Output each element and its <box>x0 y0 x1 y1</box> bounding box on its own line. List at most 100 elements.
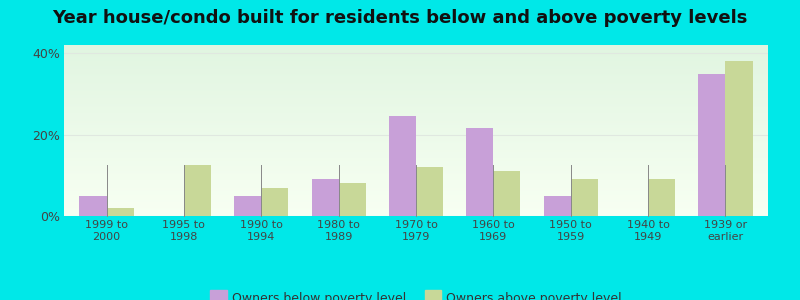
Bar <box>64 118 768 119</box>
Bar <box>389 116 416 216</box>
Bar <box>64 160 768 161</box>
Bar <box>64 108 768 109</box>
Bar <box>64 170 768 171</box>
Bar <box>64 166 768 167</box>
Bar <box>64 83 768 84</box>
Bar <box>64 206 768 207</box>
Bar <box>64 144 768 145</box>
Bar <box>64 81 768 82</box>
Bar <box>64 54 768 55</box>
Text: Year house/condo built for residents below and above poverty levels: Year house/condo built for residents bel… <box>52 9 748 27</box>
Bar <box>64 114 768 115</box>
Bar <box>64 52 768 53</box>
Bar <box>64 101 768 102</box>
Bar <box>64 164 768 165</box>
Bar <box>64 154 768 155</box>
Bar <box>64 131 768 132</box>
Bar <box>64 69 768 70</box>
Bar <box>570 179 598 216</box>
Bar <box>64 120 768 121</box>
Bar <box>64 127 768 128</box>
Bar <box>64 95 768 96</box>
Bar <box>64 210 768 211</box>
Bar <box>64 182 768 183</box>
Bar <box>64 124 768 125</box>
Bar <box>64 191 768 192</box>
Bar <box>64 110 768 111</box>
Bar <box>64 85 768 86</box>
Bar <box>64 59 768 60</box>
Bar <box>64 71 768 72</box>
Bar <box>64 55 768 56</box>
Bar <box>64 112 768 113</box>
Bar <box>64 135 768 136</box>
Bar <box>416 167 443 216</box>
Bar <box>64 187 768 188</box>
Bar <box>64 196 768 197</box>
Bar <box>64 75 768 76</box>
Bar <box>64 126 768 127</box>
Bar <box>64 97 768 98</box>
Bar <box>64 100 768 101</box>
Bar <box>64 190 768 191</box>
Bar <box>64 143 768 144</box>
Bar <box>64 109 768 110</box>
Bar <box>64 86 768 87</box>
Bar <box>64 94 768 95</box>
Legend: Owners below poverty level, Owners above poverty level: Owners below poverty level, Owners above… <box>206 287 626 300</box>
Bar <box>64 88 768 89</box>
Bar <box>64 90 768 91</box>
Bar <box>64 195 768 196</box>
Bar <box>64 129 768 130</box>
Bar <box>64 89 768 90</box>
Bar <box>64 165 768 166</box>
Bar <box>64 102 768 103</box>
Bar <box>64 167 768 168</box>
Bar <box>64 61 768 62</box>
Bar <box>64 209 768 210</box>
Bar <box>64 98 768 99</box>
Bar <box>64 46 768 47</box>
Bar <box>64 67 768 68</box>
Bar <box>64 161 768 162</box>
Bar <box>64 72 768 73</box>
Bar <box>64 132 768 133</box>
Bar <box>64 146 768 147</box>
Bar <box>64 215 768 216</box>
Bar <box>64 99 768 100</box>
Bar <box>64 180 768 181</box>
Bar <box>64 199 768 200</box>
Bar <box>64 128 768 129</box>
Bar <box>64 171 768 172</box>
Bar <box>64 148 768 149</box>
Bar <box>64 57 768 58</box>
Bar <box>64 119 768 120</box>
Bar <box>64 149 768 150</box>
Bar <box>64 51 768 52</box>
Bar <box>64 100 768 101</box>
Bar <box>64 156 768 157</box>
Bar <box>64 73 768 74</box>
Bar <box>64 173 768 174</box>
Bar <box>64 153 768 154</box>
Bar <box>64 87 768 88</box>
Bar <box>64 142 768 143</box>
Bar <box>64 160 768 161</box>
Bar <box>64 50 768 51</box>
Bar <box>64 121 768 122</box>
Bar <box>184 165 211 216</box>
Bar <box>64 157 768 158</box>
Bar <box>64 63 768 64</box>
Bar <box>64 122 768 123</box>
Bar <box>494 171 521 216</box>
Bar <box>64 130 768 131</box>
Bar <box>64 212 768 213</box>
Bar <box>64 138 768 139</box>
Bar <box>64 58 768 59</box>
Bar <box>64 184 768 185</box>
Bar <box>64 213 768 214</box>
Bar <box>64 60 768 61</box>
Bar <box>106 208 134 216</box>
Bar <box>64 56 768 57</box>
Bar <box>64 48 768 49</box>
